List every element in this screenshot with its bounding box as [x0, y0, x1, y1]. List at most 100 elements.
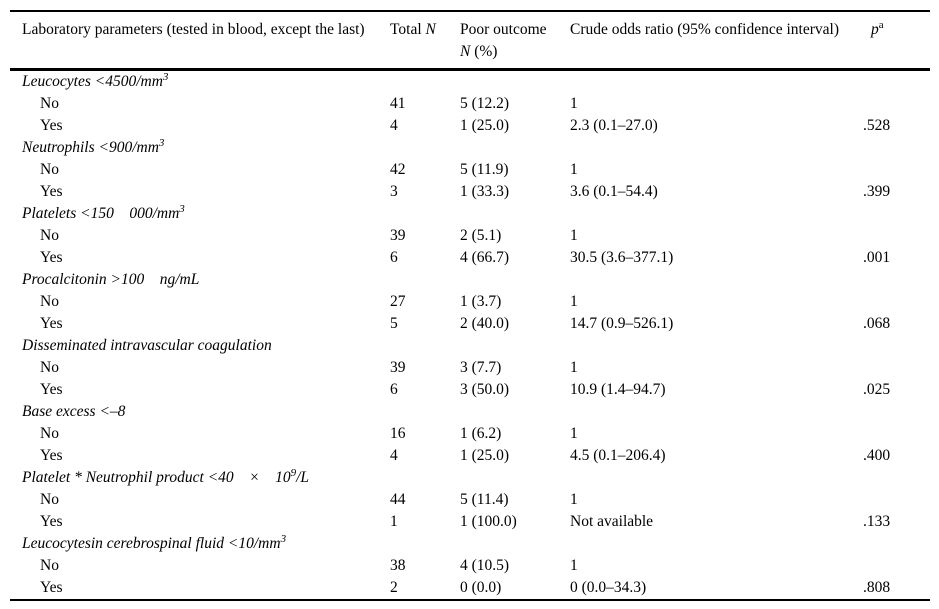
- odds-ratio-cell: 1: [570, 161, 578, 178]
- header-row: Laboratory parameters (tested in blood, …: [10, 11, 930, 71]
- odds-ratio-cell: 3.6 (0.1–54.4): [570, 183, 658, 200]
- parameter-row: Procalcitonin >100 ng/mL: [10, 269, 930, 291]
- parameter-row: Leucocytesin cerebrospinal fluid <10/mm3: [10, 533, 930, 555]
- row-label: Yes: [40, 381, 63, 398]
- row-label: Yes: [40, 315, 63, 332]
- total-n-cell: 2: [390, 579, 398, 596]
- total-n-cell: 41: [390, 95, 406, 112]
- row-label: Yes: [40, 249, 63, 266]
- header-p-value: pa: [863, 11, 930, 71]
- p-value-cell: .001: [863, 249, 891, 266]
- poor-outcome-cell: 5 (12.2): [460, 95, 510, 112]
- odds-ratio-cell: 1: [570, 491, 578, 508]
- p-value-cell: [863, 159, 930, 181]
- p-value-cell: [863, 93, 930, 115]
- p-value-cell: [863, 291, 930, 313]
- poor-outcome-cell: 0 (0.0): [460, 579, 502, 596]
- total-n-cell: 39: [390, 359, 406, 376]
- total-n-cell: 42: [390, 161, 406, 178]
- table-row: No 41 5 (12.2) 1: [10, 93, 930, 115]
- table-row: Yes 2 0 (0.0) 0 (0.0–34.3) .808: [10, 577, 930, 600]
- row-label: Yes: [40, 447, 63, 464]
- row-label: No: [40, 161, 59, 178]
- table-row: Yes 1 1 (100.0) Not available .133: [10, 511, 930, 533]
- table-row: Yes 6 3 (50.0) 10.9 (1.4–94.7) .025: [10, 379, 930, 401]
- total-n-cell: 4: [390, 447, 398, 464]
- header-total-n: Total N: [390, 11, 460, 71]
- poor-outcome-cell: 1 (25.0): [460, 447, 510, 464]
- table-row: No 39 2 (5.1) 1: [10, 225, 930, 247]
- poor-outcome-cell: 1 (3.7): [460, 293, 502, 310]
- row-label: Yes: [40, 117, 63, 134]
- p-value-cell: [863, 225, 930, 247]
- table-row: No 42 5 (11.9) 1: [10, 159, 930, 181]
- p-value-cell: .400: [863, 447, 891, 464]
- odds-ratio-cell: 1: [570, 425, 578, 442]
- table-row: No 44 5 (11.4) 1: [10, 489, 930, 511]
- table-row: Yes 5 2 (40.0) 14.7 (0.9–526.1) .068: [10, 313, 930, 335]
- poor-outcome-cell: 2 (5.1): [460, 227, 502, 244]
- poor-outcome-cell: 2 (40.0): [460, 315, 510, 332]
- odds-ratio-cell: 14.7 (0.9–526.1): [570, 315, 674, 332]
- odds-ratio-cell: 1: [570, 95, 578, 112]
- p-value-cell: [863, 357, 930, 379]
- poor-outcome-cell: 3 (50.0): [460, 381, 510, 398]
- p-value-cell: [863, 489, 930, 511]
- poor-outcome-cell: 5 (11.4): [460, 491, 509, 508]
- table-row: Yes 6 4 (66.7) 30.5 (3.6–377.1) .001: [10, 247, 930, 269]
- p-value-cell: [863, 555, 930, 577]
- p-value-cell: .399: [863, 183, 891, 200]
- p-value-cell: .025: [863, 381, 891, 398]
- table-header: Laboratory parameters (tested in blood, …: [10, 11, 930, 71]
- poor-outcome-cell: 1 (100.0): [460, 513, 517, 530]
- odds-ratio-cell: 30.5 (3.6–377.1): [570, 249, 674, 266]
- poor-outcome-cell: 4 (66.7): [460, 249, 510, 266]
- header-parameters: Laboratory parameters (tested in blood, …: [10, 11, 390, 71]
- total-n-cell: 5: [390, 315, 398, 332]
- total-n-cell: 1: [390, 513, 398, 530]
- table-row: Yes 4 1 (25.0) 4.5 (0.1–206.4) .400: [10, 445, 930, 467]
- row-label: Yes: [40, 183, 63, 200]
- parameter-name: Disseminated intravascular coagulation: [22, 337, 272, 354]
- header-parameters-label: Laboratory parameters (tested in blood, …: [22, 21, 365, 38]
- odds-ratio-cell: 1: [570, 293, 578, 310]
- header-poor-outcome: Poor outcome N (%): [460, 11, 570, 71]
- total-n-cell: 44: [390, 491, 406, 508]
- odds-ratio-cell: 1: [570, 359, 578, 376]
- odds-ratio-cell: 2.3 (0.1–27.0): [570, 117, 658, 134]
- poor-outcome-cell: 3 (7.7): [460, 359, 502, 376]
- parameter-name: Neutrophils <900/mm3: [22, 136, 165, 156]
- p-value-cell: .808: [863, 579, 891, 596]
- parameter-name: Platelet * Neutrophil product <40 × 109/…: [22, 466, 310, 486]
- p-value-cell: [863, 423, 930, 445]
- row-label: Yes: [40, 579, 63, 596]
- odds-ratio-cell: Not available: [570, 513, 654, 530]
- total-n-cell: 38: [390, 557, 406, 574]
- lab-parameters-table: Laboratory parameters (tested in blood, …: [10, 10, 930, 601]
- row-label: No: [40, 359, 59, 376]
- total-n-cell: 27: [390, 293, 406, 310]
- poor-outcome-cell: 1 (25.0): [460, 117, 510, 134]
- total-n-cell: 4: [390, 117, 398, 134]
- header-odds-ratio: Crude odds ratio (95% confidence interva…: [570, 11, 863, 71]
- parameter-row: Leucocytes <4500/mm3: [10, 70, 930, 94]
- odds-ratio-cell: 10.9 (1.4–94.7): [570, 381, 666, 398]
- parameter-name: Leucocytes <4500/mm3: [22, 70, 169, 90]
- table-body: Leucocytes <4500/mm3 No 41 5 (12.2) 1 Ye…: [10, 70, 930, 601]
- parameter-name: Procalcitonin >100 ng/mL: [22, 271, 200, 288]
- row-label: No: [40, 491, 59, 508]
- parameter-row: Disseminated intravascular coagulation: [10, 335, 930, 357]
- table-row: No 27 1 (3.7) 1: [10, 291, 930, 313]
- poor-outcome-cell: 1 (33.3): [460, 183, 510, 200]
- total-n-cell: 16: [390, 425, 406, 442]
- odds-ratio-cell: 1: [570, 557, 578, 574]
- parameter-name: Leucocytesin cerebrospinal fluid <10/mm3: [22, 532, 287, 552]
- row-label: No: [40, 557, 59, 574]
- table-row: Yes 3 1 (33.3) 3.6 (0.1–54.4) .399: [10, 181, 930, 203]
- p-value-cell: .068: [863, 315, 891, 332]
- total-n-cell: 6: [390, 249, 398, 266]
- total-n-cell: 6: [390, 381, 398, 398]
- table-row: Yes 4 1 (25.0) 2.3 (0.1–27.0) .528: [10, 115, 930, 137]
- p-value-cell: .528: [863, 117, 891, 134]
